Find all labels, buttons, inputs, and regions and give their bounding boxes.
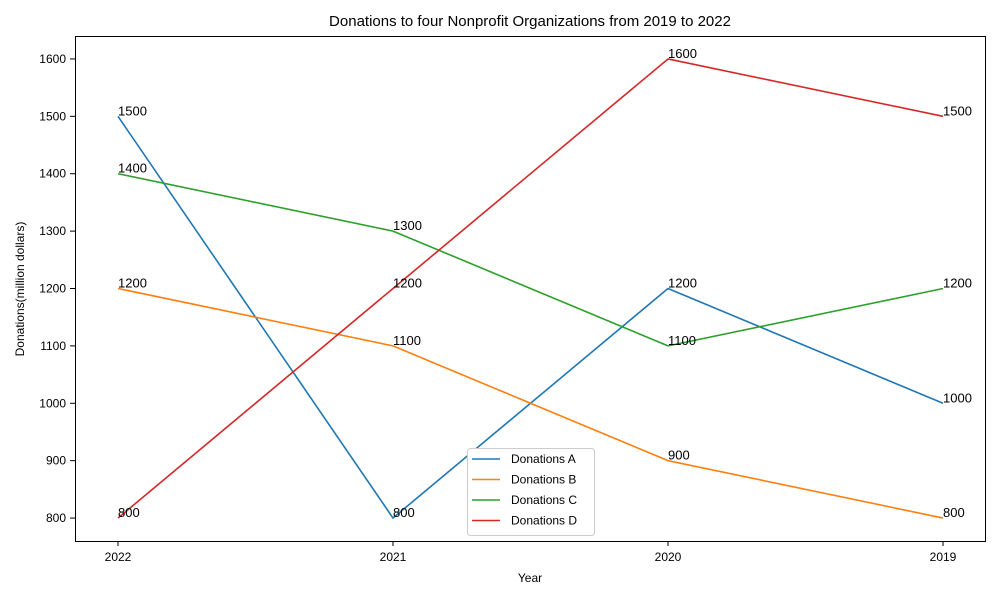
series-line-c (117, 172, 944, 347)
y-tick-label: 1500 (39, 109, 66, 123)
y-tick-label: 1000 (39, 396, 66, 410)
data-label: 1500 (118, 103, 147, 118)
data-label: 1400 (118, 161, 147, 176)
chart-title: Donations to four Nonprofit Organization… (329, 13, 731, 30)
legend-label: Donations A (511, 452, 576, 466)
data-label: 1200 (943, 276, 972, 291)
y-tick-label: 800 (46, 511, 66, 525)
series-line-d (117, 58, 944, 519)
data-label: 1600 (668, 46, 697, 61)
y-axis-title: Donations(million dollars) (13, 222, 27, 357)
legend: Donations A Donations B Donations C Donatio… (467, 448, 595, 536)
data-label: 1200 (118, 276, 147, 291)
legend-label: Donations D (511, 514, 577, 528)
y-tick-label: 1600 (39, 52, 66, 66)
y-tick-label: 1300 (39, 224, 66, 238)
data-label: 1500 (943, 103, 972, 118)
x-axis-title: Year (518, 571, 542, 585)
x-axis-ticks: 2022 2021 2020 2019 (105, 541, 957, 564)
x-tick-label: 2019 (930, 550, 957, 564)
legend-label: Donations C (511, 493, 577, 507)
data-label: 1100 (393, 333, 421, 348)
y-tick-label: 1100 (40, 339, 66, 353)
legend-label: Donations B (511, 473, 576, 487)
y-axis-ticks: 800 900 1000 1100 1200 1300 1400 1500 1600 (39, 52, 75, 525)
data-label: 800 (393, 505, 415, 520)
data-label: 1200 (393, 276, 422, 291)
y-tick-label: 900 (46, 454, 66, 468)
data-labels: 1500 800 1200 1000 1200 1100 900 800 1400 1300 110… (118, 46, 972, 520)
x-tick-label: 2020 (655, 550, 682, 564)
series-lines (117, 58, 944, 519)
data-label: 1300 (393, 218, 422, 233)
data-label: 1000 (943, 390, 972, 405)
data-label: 1200 (668, 276, 697, 291)
data-label: 800 (943, 505, 965, 520)
series-line-b (117, 287, 944, 519)
x-tick-label: 2022 (105, 550, 132, 564)
data-label: 900 (668, 448, 690, 463)
plot-frame (75, 36, 986, 542)
data-label: 800 (118, 505, 140, 520)
y-tick-label: 1400 (39, 167, 66, 181)
y-tick-label: 1200 (39, 282, 66, 296)
data-label: 1100 (668, 333, 696, 348)
x-tick-label: 2021 (380, 550, 407, 564)
legend-box (467, 448, 595, 536)
